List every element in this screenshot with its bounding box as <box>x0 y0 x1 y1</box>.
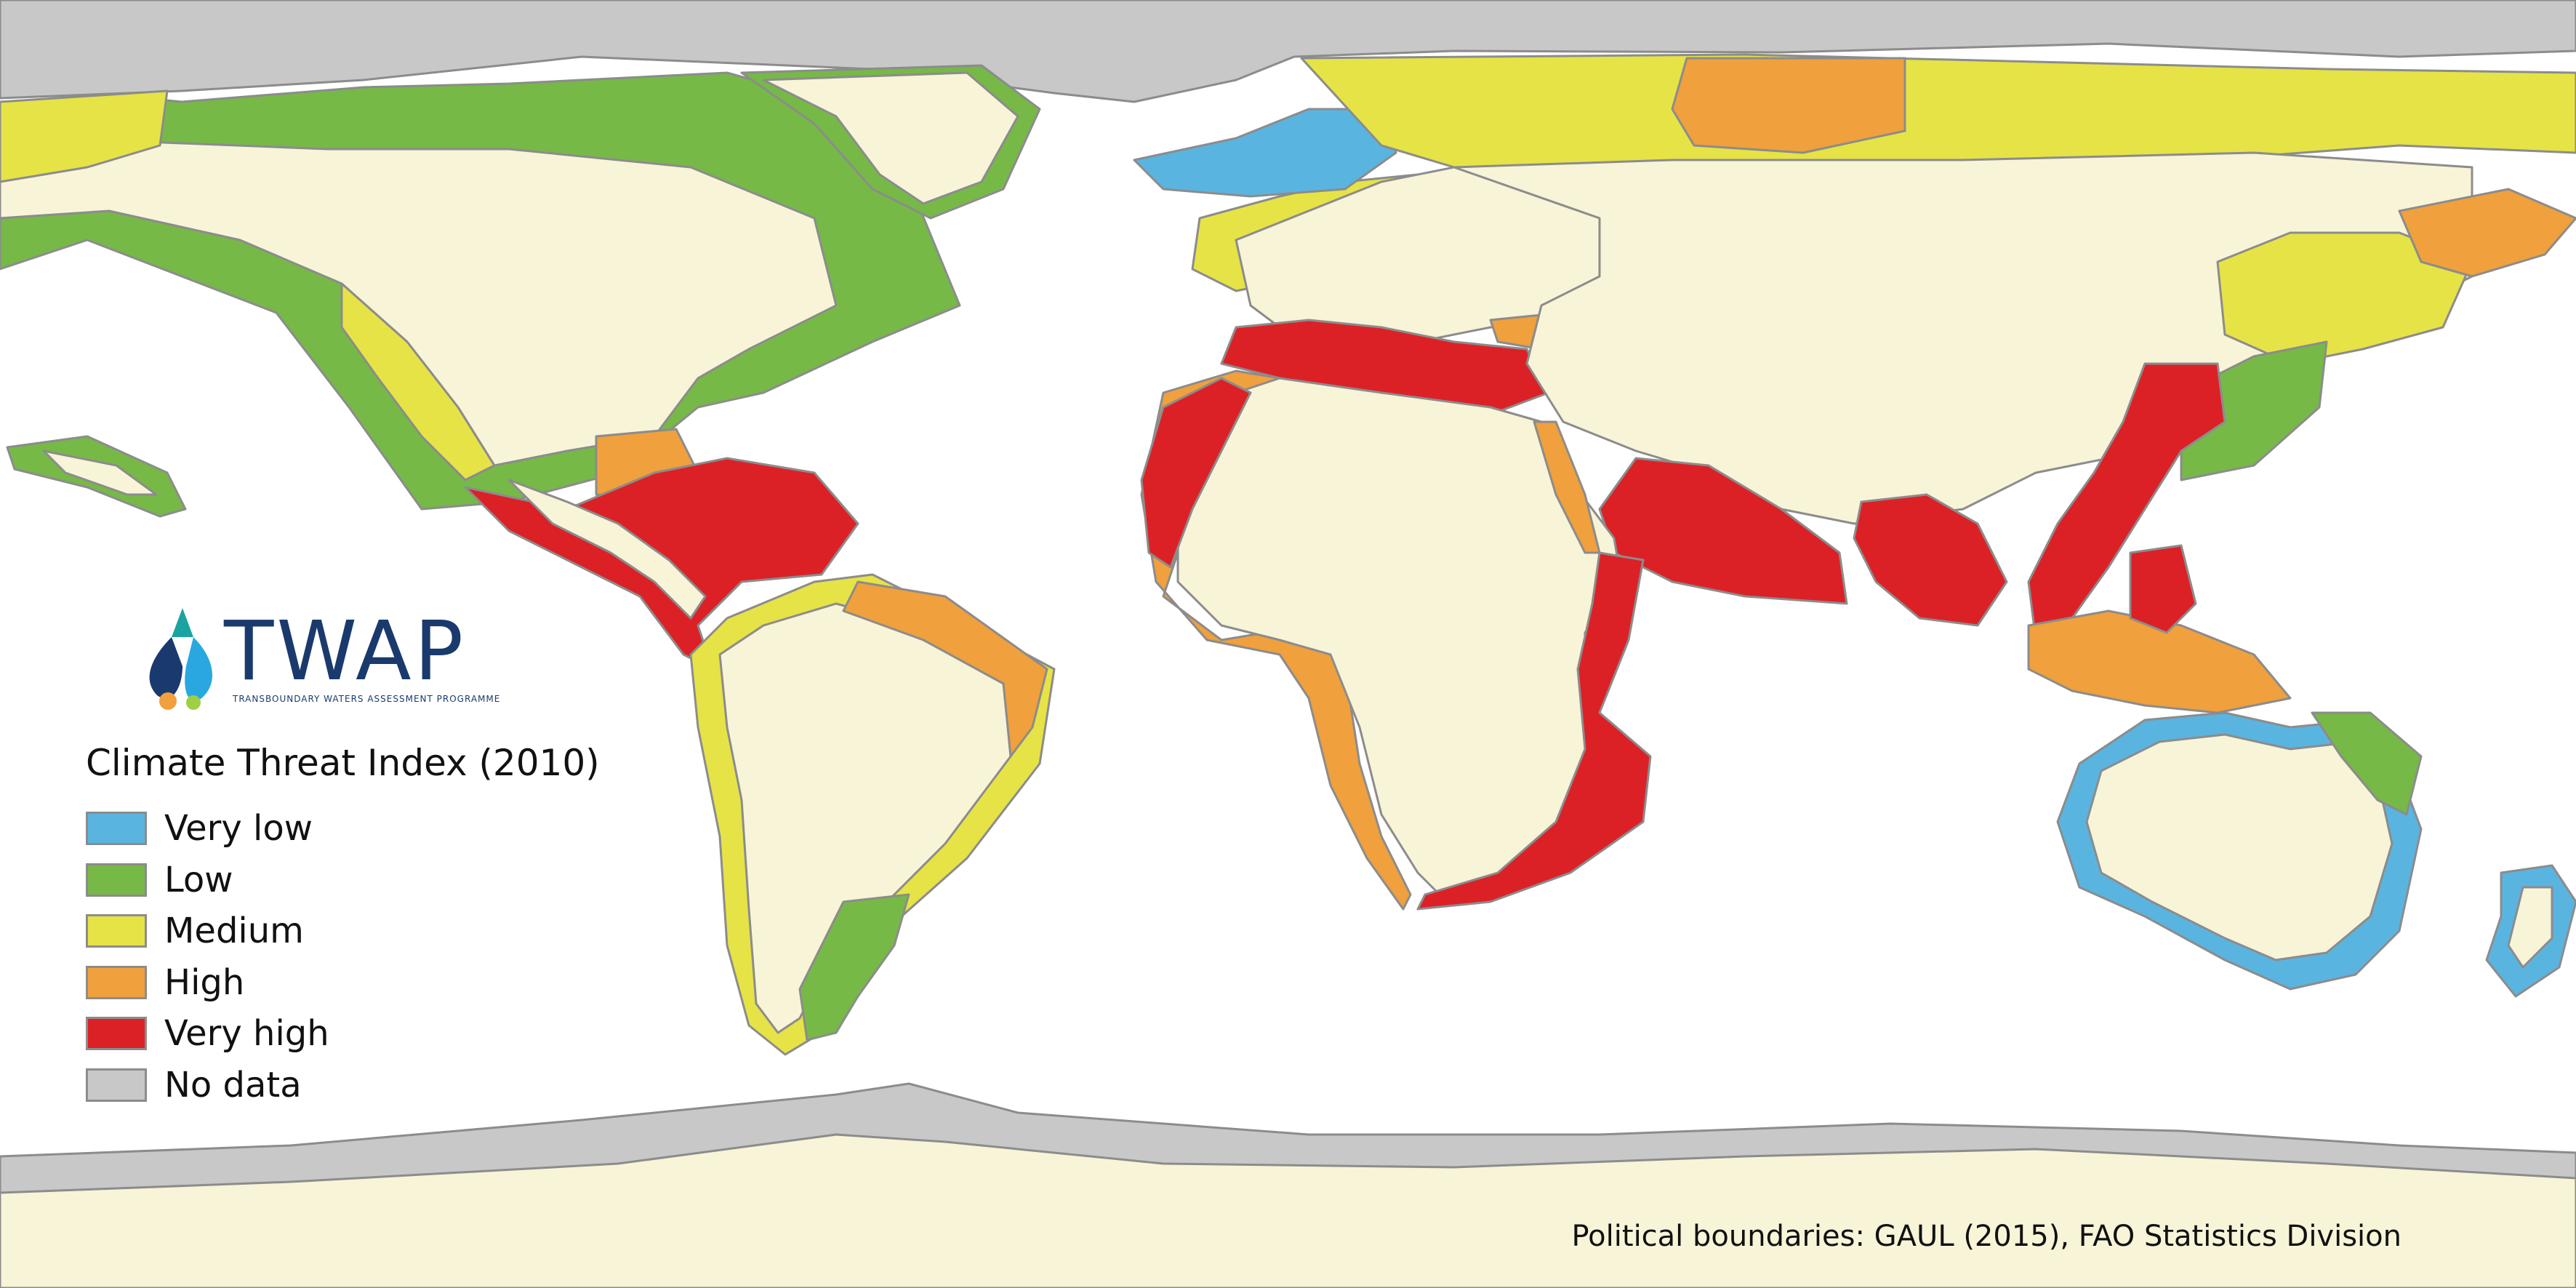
kamchatka-high <box>2398 188 2576 278</box>
legend-swatch <box>86 863 147 897</box>
east-africa-very-high <box>1416 551 1652 911</box>
hawaii-land <box>42 449 158 496</box>
legend-swatch <box>86 812 147 846</box>
legend-swatch <box>86 1068 147 1102</box>
patagonia-low <box>798 893 910 1041</box>
legend-label: Very low <box>164 808 313 849</box>
barents-high <box>1671 57 1906 154</box>
iceland-very-low <box>1133 108 1397 198</box>
red-sea-high <box>1533 420 1601 554</box>
arctic-russia-medium <box>1300 53 2576 176</box>
legend-items: Very low Low Medium High Very high No data <box>86 803 600 1111</box>
antarctica-land <box>0 1133 2576 1288</box>
greenland-land <box>762 71 1019 205</box>
legend-item: High <box>86 957 600 1009</box>
legend-swatch <box>86 1017 147 1051</box>
legend-label: Very high <box>164 1013 329 1055</box>
legend-item: Very high <box>86 1008 600 1060</box>
legend-label: Low <box>164 859 233 900</box>
legend-swatch <box>86 965 147 999</box>
legend-item: Medium <box>86 905 600 957</box>
arctic-no-data-zone <box>0 0 2576 103</box>
water-drop-icon <box>149 608 213 710</box>
brazil-high <box>842 580 1048 758</box>
asia-land <box>1453 151 2473 525</box>
legend-item: Low <box>86 855 600 906</box>
australia-land <box>2085 733 2394 961</box>
map-legend: Climate Threat Index (2010) Very low Low M… <box>86 742 600 1111</box>
alaska-medium <box>0 89 169 183</box>
philippines-very-high <box>2129 544 2197 634</box>
central-america-land <box>507 479 707 620</box>
pacific-na-medium <box>340 282 496 481</box>
west-africa-very-high <box>1140 377 1252 569</box>
legend-item: No data <box>86 1060 600 1111</box>
twap-logo: TWAP TRANSBOUNDARY WATERS ASSESSMENT PRO… <box>143 608 499 710</box>
bay-of-bengal-very-high <box>1853 493 2008 627</box>
legend-label: No data <box>164 1064 302 1105</box>
logo-subtitle: TRANSBOUNDARY WATERS ASSESSMENT PROGRAMM… <box>233 694 501 704</box>
legend-title: Climate Threat Index (2010) <box>86 742 600 784</box>
new-zealand-land <box>2507 886 2553 969</box>
legend-item: Very low <box>86 803 600 855</box>
legend-label: Medium <box>164 911 304 952</box>
japan-medium <box>2216 231 2473 365</box>
legend-label: High <box>164 961 245 1003</box>
legend-swatch <box>86 914 147 948</box>
data-credit: Political boundaries: GAUL (2015), FAO S… <box>1571 1220 2402 1253</box>
logo-wordmark: TWAP <box>224 604 467 699</box>
australia-east-low <box>2311 711 2423 816</box>
